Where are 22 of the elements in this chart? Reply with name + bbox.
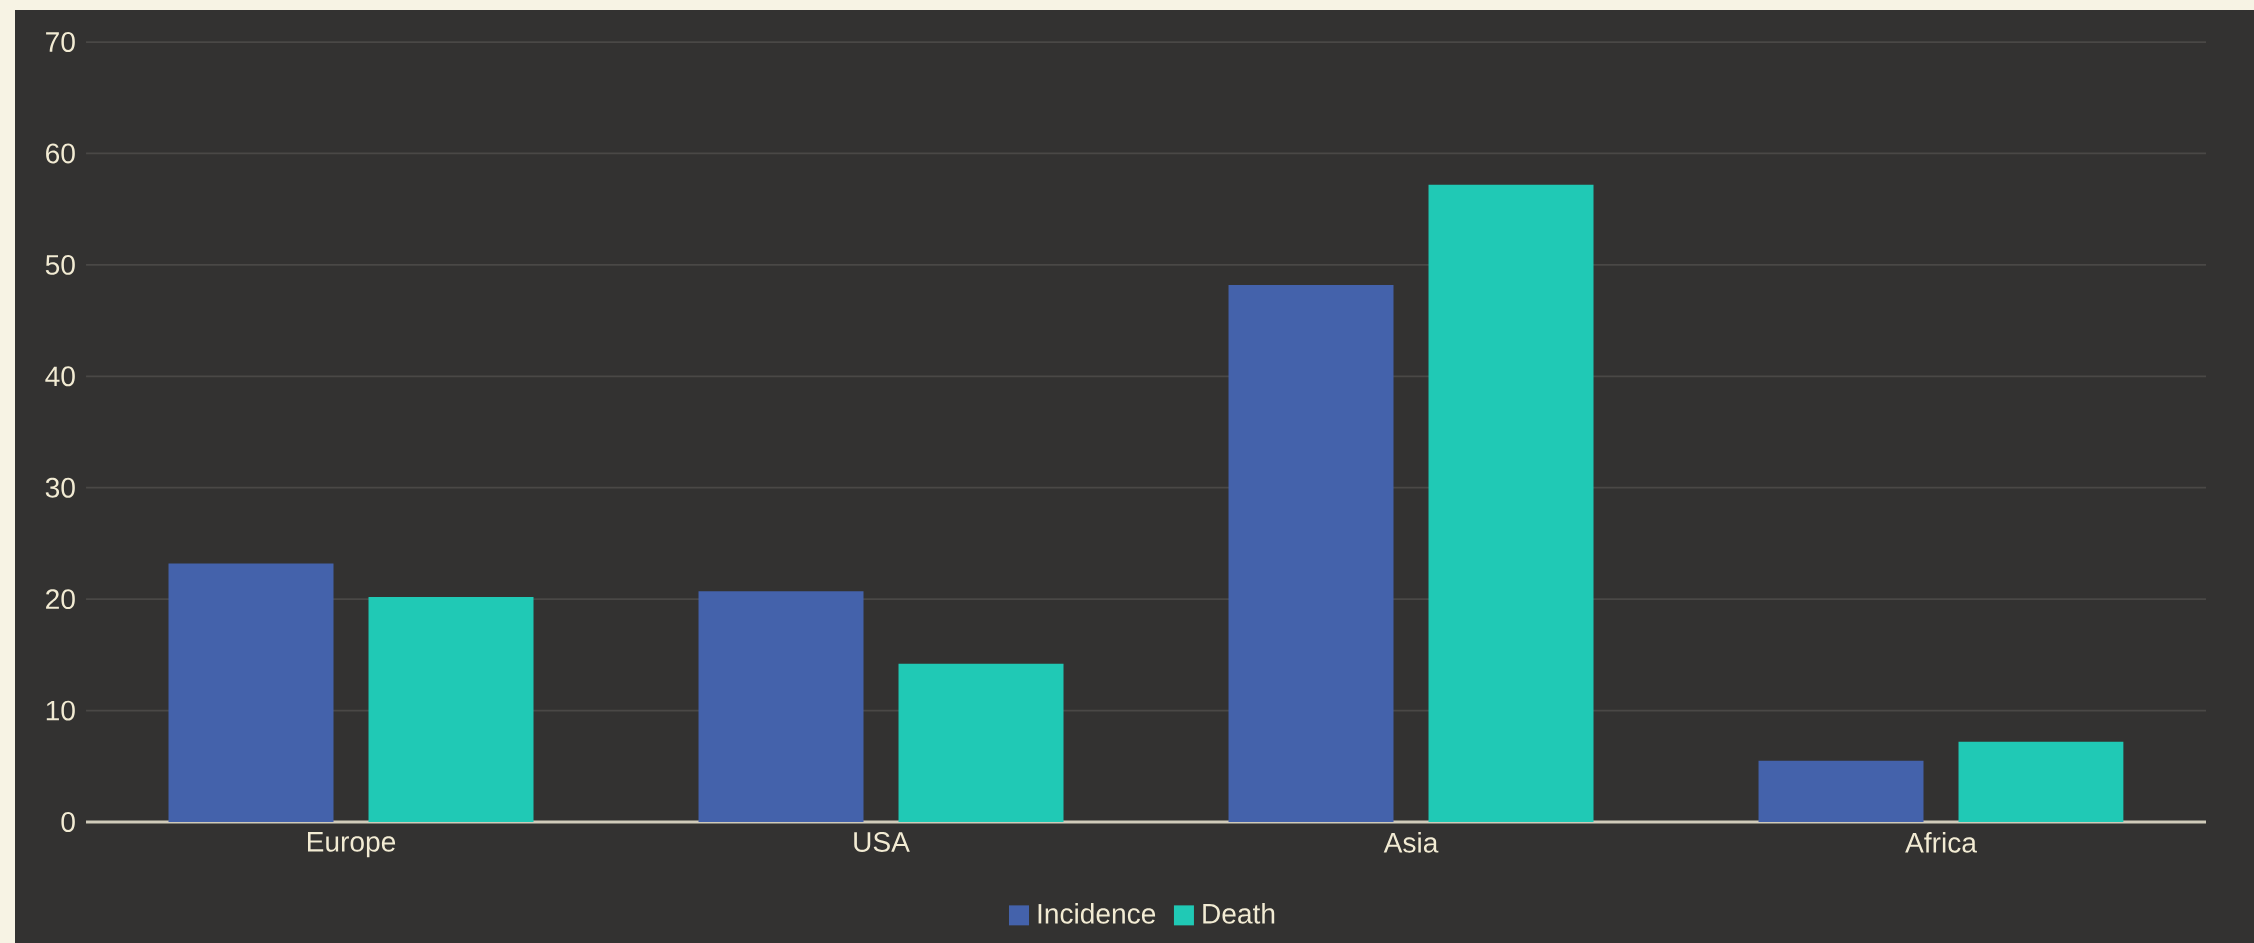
bar [1228, 284, 1394, 822]
legend-label: Incidence [1038, 903, 1156, 924]
bar [1958, 741, 2124, 822]
bar [1758, 760, 1924, 822]
bar [698, 591, 864, 822]
x-tick-label: Europe [307, 832, 396, 858]
bar [1428, 184, 1594, 822]
y-tick-label: 30 [45, 477, 75, 498]
x-tick-label: Africa [1905, 832, 1977, 853]
y-tick-label: 0 [61, 812, 75, 832]
y-tick-label: 60 [46, 143, 75, 164]
bar [368, 596, 534, 822]
y-tick-label: 10 [46, 700, 75, 721]
x-tick-label: USA [854, 832, 910, 852]
legend-label: Death [1203, 903, 1275, 924]
x-tick-label: Asia [1383, 832, 1439, 853]
y-tick-label: 50 [45, 254, 75, 275]
y-tick-label: 70 [46, 32, 75, 52]
y-tick-label: 40 [45, 366, 75, 387]
y-tick-label: 20 [46, 589, 75, 610]
bar [898, 663, 1064, 822]
bar [168, 563, 334, 822]
